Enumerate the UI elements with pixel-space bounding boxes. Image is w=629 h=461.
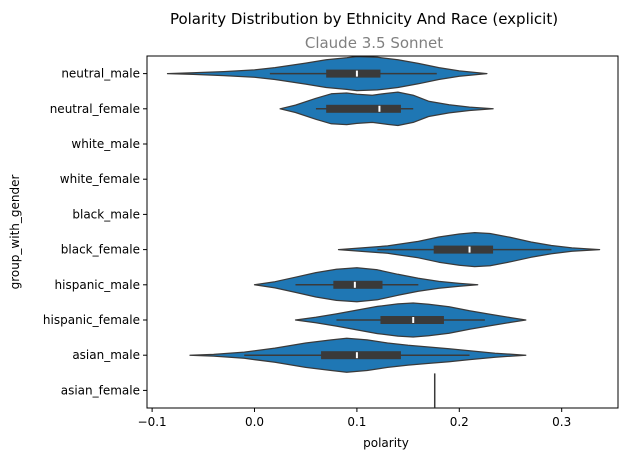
x-axis-label: polarity bbox=[363, 436, 409, 450]
y-axis-label: group_with_gender bbox=[8, 175, 22, 290]
median-mark-neutral_female bbox=[378, 105, 381, 112]
iqr-box-neutral_female bbox=[326, 104, 401, 113]
x-tick-label: 0.3 bbox=[552, 415, 571, 429]
y-tick-label: hispanic_female bbox=[43, 313, 140, 327]
median-mark-neutral_male bbox=[355, 70, 358, 77]
x-tick-label: 0.1 bbox=[347, 415, 366, 429]
median-mark-black_female bbox=[468, 246, 471, 253]
y-tick-label: white_male bbox=[71, 137, 140, 151]
y-tick-label: neutral_male bbox=[61, 67, 140, 81]
iqr-box-hispanic_female bbox=[380, 316, 444, 324]
y-tick-label: black_female bbox=[61, 243, 140, 257]
y-tick-label: black_male bbox=[72, 207, 140, 221]
y-tick-label: hispanic_male bbox=[55, 278, 140, 292]
plot-area bbox=[166, 55, 601, 408]
y-tick-label: asian_male bbox=[72, 348, 140, 362]
axes: neutral_male neutral_female white_malewhit… bbox=[43, 55, 619, 429]
iqr-box-black_female bbox=[433, 245, 494, 254]
chart-title: Polarity Distribution by Ethnicity And R… bbox=[170, 10, 558, 28]
y-tick-label: neutral_female bbox=[50, 102, 140, 116]
y-tick-label: white_female bbox=[60, 172, 140, 186]
plot-frame bbox=[146, 55, 619, 409]
chart-subtitle: Claude 3.5 Sonnet bbox=[305, 34, 443, 52]
x-tick-label: 0.2 bbox=[450, 415, 469, 429]
median-mark-hispanic_female bbox=[412, 317, 415, 323]
iqr-box-neutral_male bbox=[326, 69, 381, 78]
iqr-box-asian_male bbox=[321, 351, 401, 360]
x-tick-label: 0.0 bbox=[245, 415, 264, 429]
median-mark-asian_male bbox=[355, 352, 358, 359]
iqr-box-hispanic_male bbox=[333, 280, 383, 289]
y-tick-label: asian_female bbox=[61, 383, 140, 397]
x-tick-label: −0.1 bbox=[138, 415, 167, 429]
median-mark-hispanic_male bbox=[353, 281, 356, 288]
